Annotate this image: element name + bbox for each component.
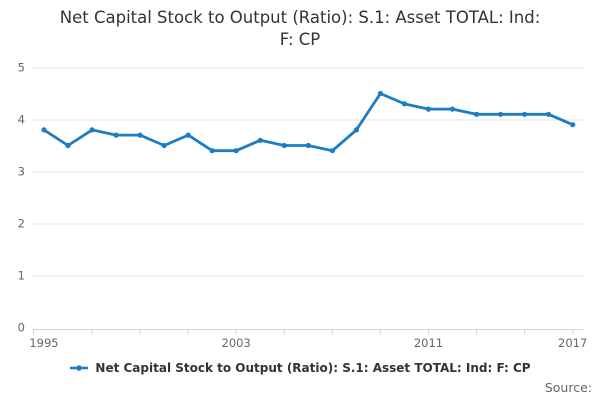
data-point-2009[interactable] (377, 90, 383, 97)
data-point-2006[interactable] (305, 142, 311, 149)
data-point-2015[interactable] (522, 111, 528, 117)
y-axis-label: 5 (18, 61, 25, 75)
chart-title-line-1: Net Capital Stock to Output (Ratio): S.1… (59, 8, 541, 27)
chart-title-line-2: F: CP (279, 30, 321, 49)
y-axis-label: 3 (18, 165, 25, 179)
data-point-2000[interactable] (161, 142, 167, 149)
data-point-2016[interactable] (546, 111, 552, 117)
data-point-1997[interactable] (89, 127, 95, 133)
data-point-2010[interactable] (401, 101, 408, 107)
data-point-2007[interactable] (329, 148, 335, 154)
data-point-1998[interactable] (113, 132, 119, 138)
data-point-2004[interactable] (257, 137, 263, 143)
data-point-2011[interactable] (425, 106, 432, 112)
data-point-1995[interactable] (41, 127, 47, 133)
source-credit: Source: (544, 380, 592, 395)
y-axis-label: 1 (18, 269, 25, 283)
data-point-2014[interactable] (498, 111, 504, 117)
data-point-1996[interactable] (65, 142, 71, 149)
data-point-2017[interactable] (570, 122, 576, 128)
data-point-2003[interactable] (233, 148, 239, 154)
x-axis-label: 2017 (558, 336, 587, 350)
y-axis-label: 0 (18, 321, 25, 335)
legend-line-marker-icon (70, 365, 89, 371)
data-point-2008[interactable] (353, 127, 359, 133)
y-axis-label: 4 (18, 113, 25, 127)
legend-item[interactable]: Net Capital Stock to Output (Ratio): S.1… (0, 361, 600, 375)
data-point-2002[interactable] (209, 148, 215, 154)
data-point-2001[interactable] (185, 132, 191, 138)
series-line (42, 92, 575, 153)
y-axis-label: 2 (18, 217, 25, 231)
x-axis-label: 1995 (29, 336, 58, 350)
data-point-2012[interactable] (449, 106, 456, 112)
x-axis-label: 2011 (414, 336, 443, 350)
x-axis-label: 2003 (222, 336, 251, 350)
data-point-1999[interactable] (137, 132, 143, 138)
data-point-2013[interactable] (473, 111, 480, 117)
data-point-2005[interactable] (281, 142, 287, 149)
legend-label: Net Capital Stock to Output (Ratio): S.1… (95, 361, 531, 375)
chart-title: Net Capital Stock to Output (Ratio): S.1… (0, 7, 600, 51)
